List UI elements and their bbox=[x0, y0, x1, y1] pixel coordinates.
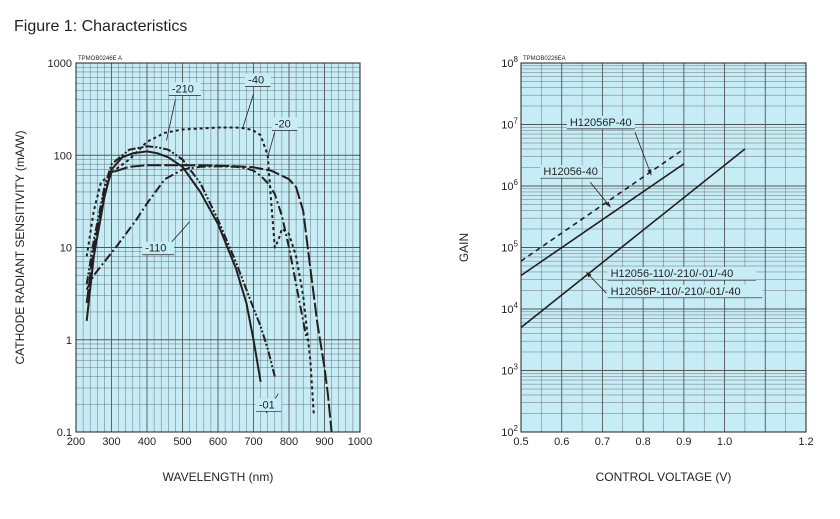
plot-frame bbox=[520, 62, 807, 433]
series-label-bg bbox=[255, 398, 282, 412]
x-tick-label: 700 bbox=[244, 436, 262, 448]
x-tick-label: 0.8 bbox=[635, 436, 650, 448]
y-tick-label: 103 bbox=[501, 363, 518, 378]
leader-arrowhead bbox=[586, 271, 592, 278]
figure-code: TPMOB0226EA bbox=[523, 56, 566, 62]
y-tick-label: 106 bbox=[501, 178, 518, 193]
series-label-210: -210 bbox=[172, 83, 194, 95]
series-label-40: -40 bbox=[248, 74, 264, 86]
series-label-bg bbox=[142, 241, 175, 255]
x-tick-label: 600 bbox=[209, 436, 227, 448]
x-tick-label: 400 bbox=[138, 436, 156, 448]
leader-line bbox=[634, 132, 652, 176]
series-label-20: -20 bbox=[275, 118, 291, 130]
y-tick-label: 108 bbox=[501, 55, 518, 70]
x-tick-label: 1000 bbox=[348, 436, 372, 448]
series-label-bg bbox=[271, 117, 298, 131]
x-tick-label: 800 bbox=[280, 436, 298, 448]
x-tick-label: 0.5 bbox=[513, 436, 528, 448]
series-label-h12056p-110-210-01-40: H12056P-110/-210/-01/-40 bbox=[611, 286, 741, 298]
leader-line bbox=[166, 99, 176, 141]
y-tick-label: 1 bbox=[66, 335, 72, 347]
leader-line bbox=[267, 131, 276, 158]
series-label-bg bbox=[540, 165, 603, 179]
x-tick-label: 500 bbox=[173, 436, 191, 448]
y-tick-label: 107 bbox=[501, 117, 518, 132]
x-tick-label: 300 bbox=[102, 436, 120, 448]
leader-arrowhead bbox=[605, 201, 611, 208]
series-label-bg bbox=[607, 284, 763, 298]
series-line-h12056-40 bbox=[520, 163, 685, 277]
leader-line bbox=[242, 93, 254, 128]
figure-title: Figure 1: Characteristics bbox=[14, 18, 188, 35]
x-tick-label: 1.0 bbox=[717, 436, 732, 448]
x-tick-label: 200 bbox=[67, 436, 85, 448]
series-line-h12056p-40 bbox=[520, 148, 685, 262]
series-label-h12056-110-210-01-40: H12056-110/-210/-01/-40 bbox=[611, 268, 734, 280]
series-label-bg bbox=[607, 267, 757, 281]
y-tick-label: 1000 bbox=[48, 58, 72, 70]
leader-arrowhead bbox=[647, 169, 652, 176]
y-tick-label: 105 bbox=[501, 240, 518, 255]
y-tick-label: 100 bbox=[54, 150, 72, 162]
series-line-40 bbox=[85, 126, 315, 416]
series-label-bg bbox=[245, 73, 271, 87]
series-label-h12056-40: H12056-40 bbox=[543, 166, 597, 178]
y-tick-label: 10 bbox=[60, 243, 72, 255]
y-tick-label: 104 bbox=[501, 301, 518, 316]
x-tick-label: 0.9 bbox=[676, 436, 691, 448]
y-axis-label: GAIN bbox=[457, 233, 471, 262]
y-tick-label: 0.1 bbox=[57, 427, 72, 439]
x-axis-label: CONTROL VOLTAGE (V) bbox=[596, 470, 732, 484]
plot-frame bbox=[75, 62, 361, 433]
series-label-01: -01 bbox=[259, 399, 275, 411]
x-tick-label: 1.2 bbox=[798, 436, 813, 448]
x-tick-label: 900 bbox=[315, 436, 333, 448]
x-axis-label: WAVELENGTH (nm) bbox=[163, 470, 274, 484]
series-line-h12056-110-210-01-40 bbox=[520, 148, 746, 329]
x-tick-label: 0.7 bbox=[595, 436, 610, 448]
x-tick-label: 0.6 bbox=[554, 436, 569, 448]
series-label-h12056p-40: H12056P-40 bbox=[570, 117, 632, 129]
series-label-bg bbox=[168, 82, 201, 96]
y-axis-label: CATHODE RADIANT SENSITIVITY (mA/W) bbox=[13, 130, 27, 364]
series-label-110: -110 bbox=[145, 243, 166, 255]
figure-code: TPMOB0246E A bbox=[78, 56, 122, 62]
series-label-bg bbox=[566, 115, 635, 129]
y-tick-label: 102 bbox=[501, 424, 518, 439]
